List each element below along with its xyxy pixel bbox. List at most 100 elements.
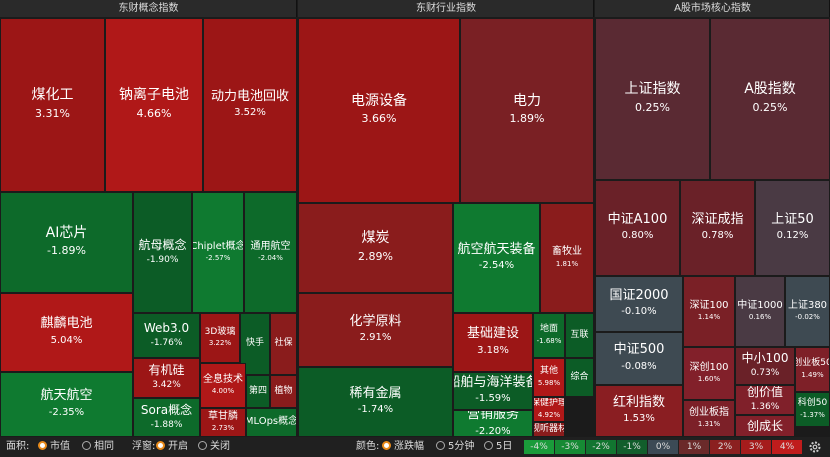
option: 开启 (168, 441, 188, 452)
tile[interactable]: 航空航天装备 -2.54% (453, 203, 540, 313)
tile-change: 1.14% (697, 313, 721, 322)
tile-change: 0.25% (635, 100, 670, 114)
legend-swatch: -4% (524, 440, 554, 454)
tile[interactable]: 畜牧业 1.81% (540, 203, 594, 313)
tile[interactable]: 营销服务 -2.20% (453, 410, 533, 437)
tile-name: 互联 (570, 329, 589, 340)
tile[interactable]: 麒麟电池 5.04% (0, 293, 133, 372)
tile[interactable]: 社保 (270, 313, 297, 375)
tile-change: -2.04% (258, 254, 283, 263)
tile-change: 3.66% (361, 112, 397, 126)
tile-change: 2.73% (211, 424, 235, 433)
radio[interactable]: 5分钟 (436, 437, 474, 457)
radio[interactable]: 5日 (484, 437, 512, 457)
tile[interactable]: 稀有金属 -1.74% (298, 367, 453, 437)
tile[interactable]: 基础建设 3.18% (453, 313, 533, 372)
label: 浮窗: (132, 441, 156, 452)
tile[interactable]: 创业板50 1.49% (795, 347, 830, 392)
tile[interactable]: 有机硅 3.42% (133, 358, 200, 398)
tile[interactable]: 第四 (246, 375, 270, 408)
tile[interactable]: Sora概念 -1.88% (133, 398, 200, 437)
tile-change: -0.02% (795, 313, 820, 322)
tile[interactable]: A股指数 0.25% (710, 18, 830, 180)
tile[interactable]: 深证成指 0.78% (680, 180, 755, 276)
legend-swatch: -1% (617, 440, 647, 454)
tile-change: 0.12% (776, 230, 809, 242)
section-title: 东财行业指数 (298, 0, 594, 17)
tile-change: -1.90% (146, 254, 179, 265)
settings-icon[interactable] (808, 440, 822, 454)
tile[interactable]: 创业板指 1.31% (683, 400, 735, 437)
section-title: 东财概念指数 (0, 0, 297, 17)
tile-name: 航天航空 (40, 388, 93, 404)
tile[interactable]: 科创50 -1.37% (795, 392, 830, 427)
tile-change: 3.22% (208, 339, 232, 348)
tile-change: -0.10% (621, 306, 657, 318)
tile[interactable]: 电力 1.89% (460, 18, 594, 203)
radio[interactable]: 相同 (82, 437, 114, 457)
tile[interactable]: 上证50 0.12% (755, 180, 830, 276)
tile[interactable]: Web3.0 -1.76% (133, 313, 200, 358)
tile[interactable]: 化学原料 2.91% (298, 293, 453, 367)
tile-name: 创成长 (746, 418, 783, 433)
tile[interactable]: AI芯片 -1.89% (0, 192, 133, 293)
tile-name: Chiplet概念 (192, 240, 244, 252)
tile[interactable]: 地面 -1.68% (533, 313, 565, 358)
tile[interactable]: Chiplet概念 -2.57% (192, 192, 244, 313)
label: 颜色: (356, 441, 380, 452)
tile[interactable]: 深证100 1.14% (683, 276, 735, 347)
radio[interactable]: 开启 (156, 437, 188, 457)
tile[interactable]: 红利指数 1.53% (595, 385, 683, 437)
tile[interactable]: 保健护理4.92% (533, 397, 565, 422)
tile-name: 电源设备 (351, 92, 407, 109)
label: 面积: (6, 441, 30, 452)
tile[interactable]: 中小100 0.73% (735, 347, 795, 385)
tile[interactable]: 创成长 (735, 415, 795, 437)
tile-name: 煤炭 (361, 230, 390, 247)
tile[interactable]: 航母概念 -1.90% (133, 192, 192, 313)
radio[interactable]: 涨跌幅 (382, 437, 424, 457)
tile[interactable]: 中证A100 0.80% (595, 180, 680, 276)
tile[interactable]: 船舶与海洋装备 -1.59% (453, 372, 533, 410)
tile-name: 稀有金属 (349, 385, 402, 401)
tile-name: A股指数 (744, 81, 796, 98)
tile[interactable]: 上证指数 0.25% (595, 18, 710, 180)
tile[interactable]: 航天航空 -2.35% (0, 372, 133, 437)
tile[interactable]: 综合 (565, 358, 594, 397)
tile-change: 1.89% (509, 112, 545, 126)
tile[interactable]: 深创100 1.60% (683, 347, 735, 400)
tile-name: 科创50 (797, 398, 828, 409)
tile[interactable]: 通用航空 -2.04% (244, 192, 297, 313)
tile[interactable]: 中证1000 0.16% (735, 276, 785, 347)
tile-change: -1.59% (475, 393, 511, 405)
tile[interactable]: 上证380 -0.02% (785, 276, 830, 347)
tile[interactable]: 国证2000 -0.10% (595, 276, 683, 332)
tile[interactable]: 互联 (565, 313, 594, 358)
tile-name: 航空航天装备 (457, 241, 536, 257)
tile-change: -1.37% (800, 410, 825, 419)
tile[interactable]: 3D玻璃 3.22% (200, 313, 240, 363)
tile-name: 深创100 (689, 361, 729, 373)
tile-change: -1.76% (150, 337, 183, 348)
tile[interactable]: MLOps概念 (246, 408, 297, 437)
tile[interactable]: 钠离子电池 4.66% (105, 18, 203, 192)
tile-name: 航母概念 (138, 237, 187, 252)
tile[interactable]: 植物 (270, 375, 297, 408)
tile[interactable]: 其他 5.98% (533, 358, 565, 397)
tile[interactable]: 中证500 -0.08% (595, 332, 683, 385)
radio[interactable]: 关闭 (198, 437, 230, 457)
tile[interactable]: 动力电池回收 3.52% (203, 18, 297, 192)
tile[interactable]: 视听器材 (533, 422, 565, 437)
tile[interactable]: 草甘膦 2.73% (200, 408, 246, 437)
tile[interactable]: 创价值 1.36% (735, 385, 795, 415)
radio[interactable]: 市值 (38, 437, 70, 457)
tile-change: 2.89% (358, 249, 393, 263)
tile[interactable]: 煤炭 2.89% (298, 203, 453, 293)
tile[interactable]: 电源设备 3.66% (298, 18, 460, 203)
tile-change: 1.36% (750, 402, 780, 413)
tile-change: -2.57% (205, 254, 231, 263)
tile-name: 创价值 (746, 385, 783, 400)
tile[interactable]: 全息技术 4.00% (200, 363, 246, 408)
tile-change: 4.00% (211, 387, 235, 396)
tile[interactable]: 煤化工 3.31% (0, 18, 105, 192)
